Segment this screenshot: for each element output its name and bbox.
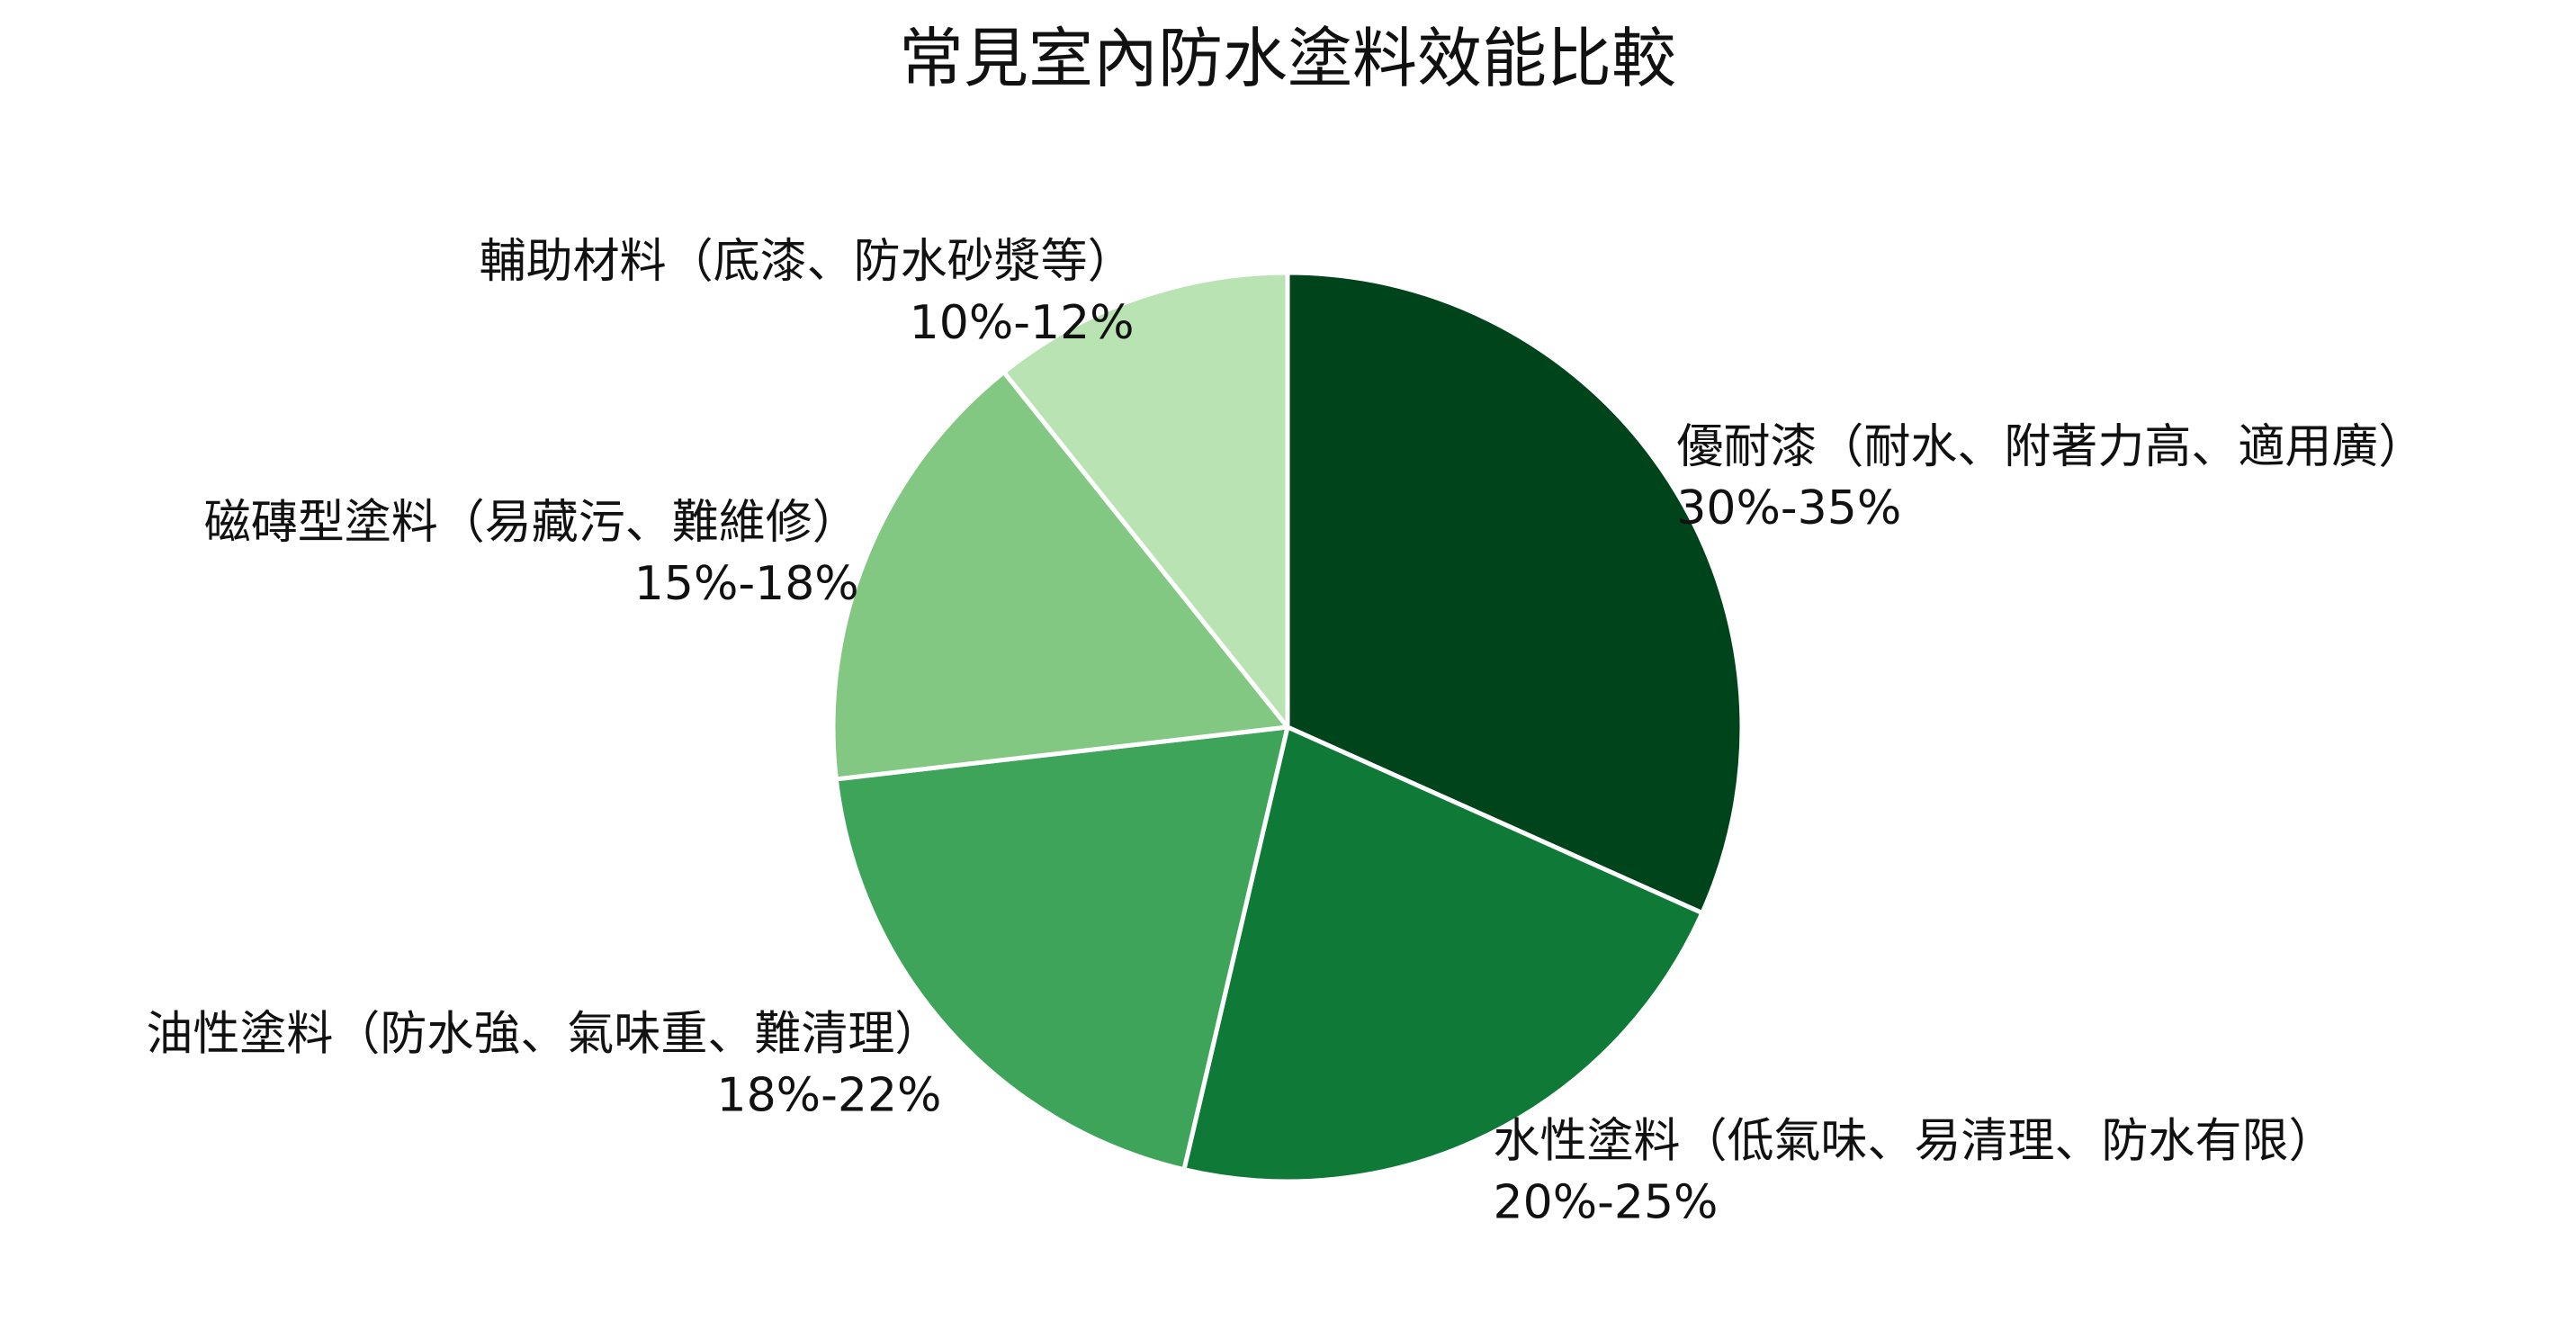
pie-slice	[833, 724, 1290, 1173]
slice-name-label: 磁磚型塗料（易藏污、難維修）	[204, 496, 859, 550]
pie-labels: 優耐漆（耐水、附著力高、適用廣） 30%-35% 水性塗料（低氣味、易清理、防水有限…	[146, 235, 2425, 1230]
slice-name-label: 水性塗料（低氣味、易清理、防水有限）	[1494, 1115, 2336, 1169]
slice-value-label: 15%-18%	[634, 557, 859, 611]
chart-title: 常見室內防水塗料效能比較	[899, 21, 1676, 96]
pie-slice	[830, 370, 1290, 782]
pie-slice	[1285, 270, 1745, 916]
slice-value-label: 10%-12%	[910, 296, 1135, 350]
slice-name-label: 油性塗料（防水強、氣味重、難清理）	[146, 1008, 941, 1062]
slice-value-label: 18%-22%	[717, 1069, 942, 1123]
pie-slice	[1001, 270, 1290, 730]
pie-slice	[1181, 724, 1705, 1184]
pie-slices	[830, 270, 1745, 1184]
slice-value-label: 30%-35%	[1676, 481, 1901, 535]
slice-value-label: 20%-25%	[1494, 1176, 1719, 1230]
slice-name-label: 優耐漆（耐水、附著力高、適用廣）	[1676, 420, 2425, 474]
slice-name-label: 輔助材料（底漆、防水砂漿等）	[480, 235, 1135, 289]
